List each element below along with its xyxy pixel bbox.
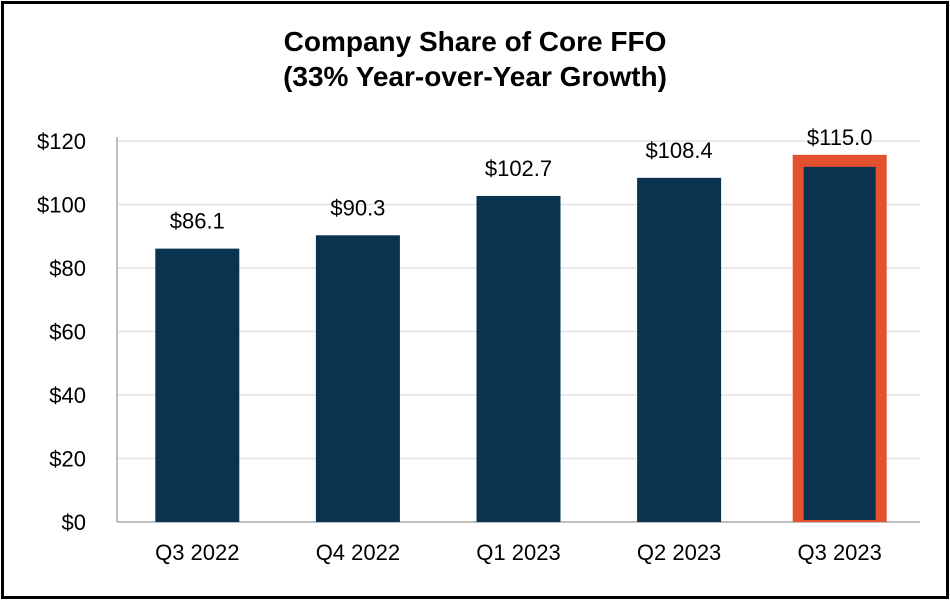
y-tick-label: $40 bbox=[49, 383, 86, 408]
bar bbox=[803, 166, 876, 520]
x-tick-label: Q2 2023 bbox=[637, 540, 721, 565]
x-tick-label: Q3 2023 bbox=[797, 540, 881, 565]
y-tick-label: $0 bbox=[62, 510, 86, 535]
data-label: $115.0 bbox=[807, 125, 873, 150]
chart-title: Company Share of Core FFO bbox=[283, 26, 667, 57]
y-tick-label: $120 bbox=[37, 129, 86, 154]
bar bbox=[476, 195, 561, 523]
data-label: $90.3 bbox=[330, 195, 385, 220]
bar bbox=[315, 235, 400, 523]
y-tick-label: $20 bbox=[49, 447, 86, 472]
data-label: $86.1 bbox=[170, 209, 225, 234]
x-tick-label: Q3 2022 bbox=[155, 540, 239, 565]
bar bbox=[637, 177, 722, 522]
chart-title-block: Company Share of Core FFO (33% Year-over… bbox=[0, 24, 950, 94]
y-tick-label: $60 bbox=[49, 320, 86, 345]
y-tick-label: $100 bbox=[37, 193, 86, 218]
data-label: $108.4 bbox=[645, 138, 712, 163]
x-tick-label: Q4 2022 bbox=[316, 540, 400, 565]
bar bbox=[155, 248, 240, 522]
x-tick-label: Q1 2023 bbox=[476, 540, 560, 565]
y-tick-label: $80 bbox=[49, 256, 86, 281]
chart-subtitle: (33% Year-over-Year Growth) bbox=[283, 61, 667, 92]
data-label: $102.7 bbox=[485, 156, 552, 181]
